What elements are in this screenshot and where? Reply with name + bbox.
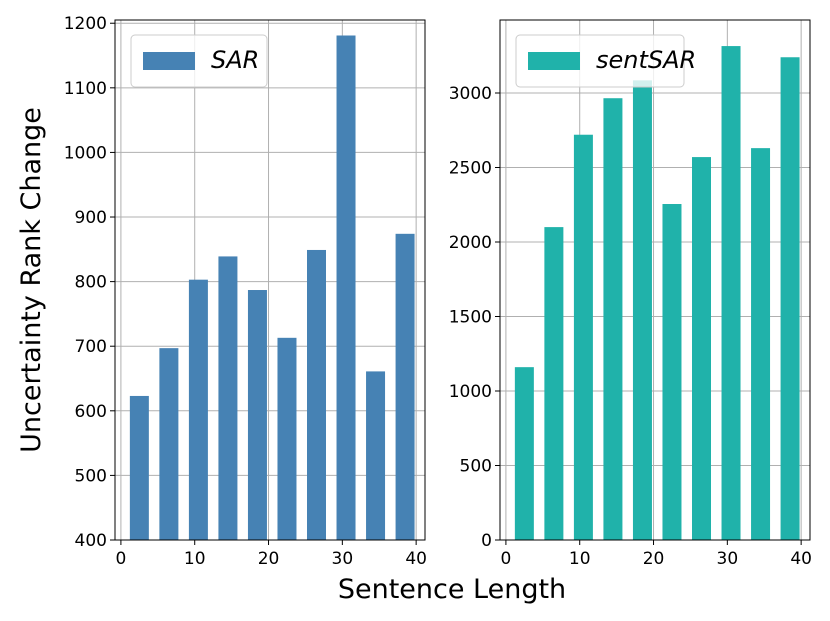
y-tick-label: 2000 xyxy=(449,233,492,253)
y-tick-label: 700 xyxy=(75,337,107,357)
y-tick-label: 500 xyxy=(460,457,492,477)
bar xyxy=(662,204,682,540)
y-tick-label: 0 xyxy=(481,531,492,551)
x-axis-label: Sentence Length xyxy=(338,574,566,605)
x-tick-label: 40 xyxy=(790,549,812,569)
axes-frame xyxy=(499,19,811,541)
y-tick-label: 400 xyxy=(75,531,107,551)
bar xyxy=(573,134,593,541)
bar xyxy=(277,337,297,540)
legend-frame xyxy=(515,34,685,88)
x-tick-label: 0 xyxy=(115,549,126,569)
bar xyxy=(751,148,771,540)
y-tick-label: 900 xyxy=(75,208,107,228)
x-tick-label: 20 xyxy=(258,549,280,569)
bar xyxy=(780,57,800,541)
bar xyxy=(692,157,711,540)
legend-label: sentSAR xyxy=(596,46,696,74)
bar xyxy=(218,256,238,540)
bar xyxy=(603,98,623,540)
bar xyxy=(544,227,564,540)
y-tick-label: 2500 xyxy=(449,159,492,179)
y-tick-label: 1000 xyxy=(64,143,107,163)
y-tick-label: 500 xyxy=(75,466,107,486)
bar xyxy=(188,279,208,540)
bar xyxy=(159,348,179,540)
y-tick-label: 1500 xyxy=(449,308,492,328)
bar xyxy=(395,233,415,540)
y-tick-label: 1200 xyxy=(64,14,107,34)
y-tick-label: 800 xyxy=(75,273,107,293)
axes-frame xyxy=(114,19,426,541)
bar xyxy=(721,46,741,541)
bar xyxy=(514,367,534,540)
legend-swatch xyxy=(528,52,580,70)
bar xyxy=(632,80,652,540)
x-tick-label: 0 xyxy=(500,549,511,569)
bar xyxy=(366,371,386,540)
bar xyxy=(336,35,356,540)
x-tick-label: 30 xyxy=(717,549,739,569)
bar xyxy=(247,290,267,540)
x-tick-label: 10 xyxy=(569,549,591,569)
y-tick-label: 1100 xyxy=(64,79,107,99)
bar xyxy=(307,249,326,540)
y-axis-label: Uncertainty Rank Change xyxy=(16,107,47,453)
y-tick-label: 600 xyxy=(75,402,107,422)
x-tick-label: 20 xyxy=(643,549,665,569)
x-tick-label: 30 xyxy=(332,549,354,569)
y-tick-label: 1000 xyxy=(449,382,492,402)
legend-swatch xyxy=(143,52,195,70)
legend-frame xyxy=(130,34,268,88)
x-tick-label: 10 xyxy=(184,549,206,569)
legend-label: SAR xyxy=(211,46,259,74)
bar xyxy=(129,395,149,540)
y-tick-label: 3000 xyxy=(449,84,492,104)
x-tick-label: 40 xyxy=(405,549,427,569)
